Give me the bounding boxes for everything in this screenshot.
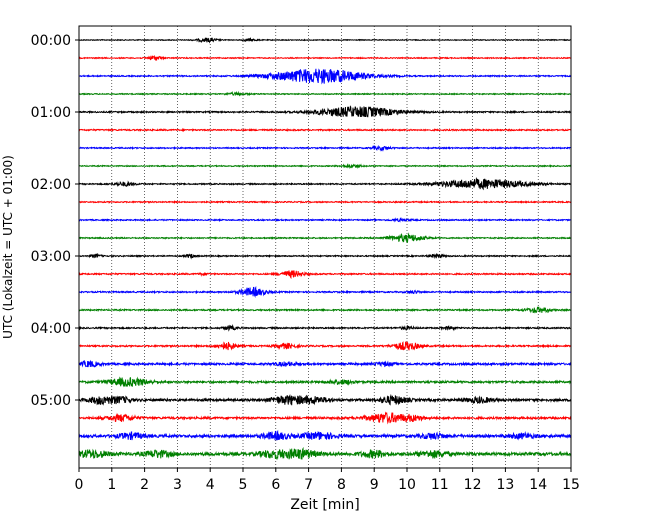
x-axis-label: Zeit [min] bbox=[290, 497, 359, 513]
x-axis-ticks: 0 1 2 3 4 5 6 7 8 9 10 11 12 13 14 15 bbox=[75, 468, 580, 493]
x-tick-label: 1 bbox=[107, 477, 116, 493]
trace-line bbox=[78, 446, 572, 461]
trace-line bbox=[78, 376, 572, 388]
x-tick-label: 3 bbox=[173, 477, 182, 493]
trace-line bbox=[78, 177, 572, 191]
x-tick-label: 6 bbox=[271, 477, 280, 493]
trace-line bbox=[78, 144, 572, 152]
trace-line bbox=[78, 105, 572, 118]
trace-line bbox=[78, 37, 572, 44]
trace-line bbox=[78, 232, 572, 243]
trace-line bbox=[78, 90, 572, 97]
y-tick-label: 01:00 bbox=[31, 105, 71, 121]
x-tick-label: 8 bbox=[337, 477, 346, 493]
x-tick-label: 14 bbox=[529, 477, 547, 493]
trace-line bbox=[78, 252, 572, 260]
trace-line bbox=[78, 306, 572, 314]
x-tick-label: 2 bbox=[140, 477, 149, 493]
x-tick-label: 9 bbox=[370, 477, 379, 493]
y-tick-label: 02:00 bbox=[31, 177, 71, 193]
trace-line bbox=[78, 411, 572, 425]
trace-line bbox=[78, 163, 572, 169]
trace-line bbox=[78, 68, 572, 85]
x-tick-label: 12 bbox=[464, 477, 482, 493]
y-tick-label: 00:00 bbox=[31, 33, 71, 49]
y-tick-label: 04:00 bbox=[31, 321, 71, 337]
x-tick-label: 15 bbox=[562, 477, 580, 493]
trace-line bbox=[78, 199, 572, 205]
plot-border bbox=[78, 25, 572, 469]
x-tick-label: 5 bbox=[239, 477, 248, 493]
trace-line bbox=[78, 217, 572, 223]
y-tick-label: 03:00 bbox=[31, 249, 71, 265]
trace-line bbox=[78, 340, 572, 351]
seismic-traces bbox=[78, 37, 572, 461]
x-tick-label: 11 bbox=[431, 477, 449, 493]
trace-line bbox=[78, 270, 572, 280]
x-tick-label: 0 bbox=[75, 477, 84, 493]
x-tick-label: 7 bbox=[304, 477, 313, 493]
y-tick-label: 05:00 bbox=[31, 393, 71, 409]
trace-line bbox=[78, 393, 572, 406]
trace-line bbox=[78, 324, 572, 332]
x-tick-label: 4 bbox=[206, 477, 215, 493]
plot-frame bbox=[79, 26, 571, 468]
y-axis-label: UTC (Lokalzeit = UTC + 01:00) bbox=[1, 155, 15, 339]
trace-line bbox=[78, 127, 572, 133]
x-tick-label: 10 bbox=[398, 477, 416, 493]
trace-line bbox=[78, 285, 572, 299]
y-axis-ticks: 00:00 01:00 02:00 03:00 04:00 05:00 bbox=[31, 33, 79, 409]
trace-line bbox=[78, 429, 572, 441]
x-tick-label: 13 bbox=[496, 477, 514, 493]
trace-line bbox=[78, 55, 572, 61]
trace-line bbox=[78, 359, 572, 368]
